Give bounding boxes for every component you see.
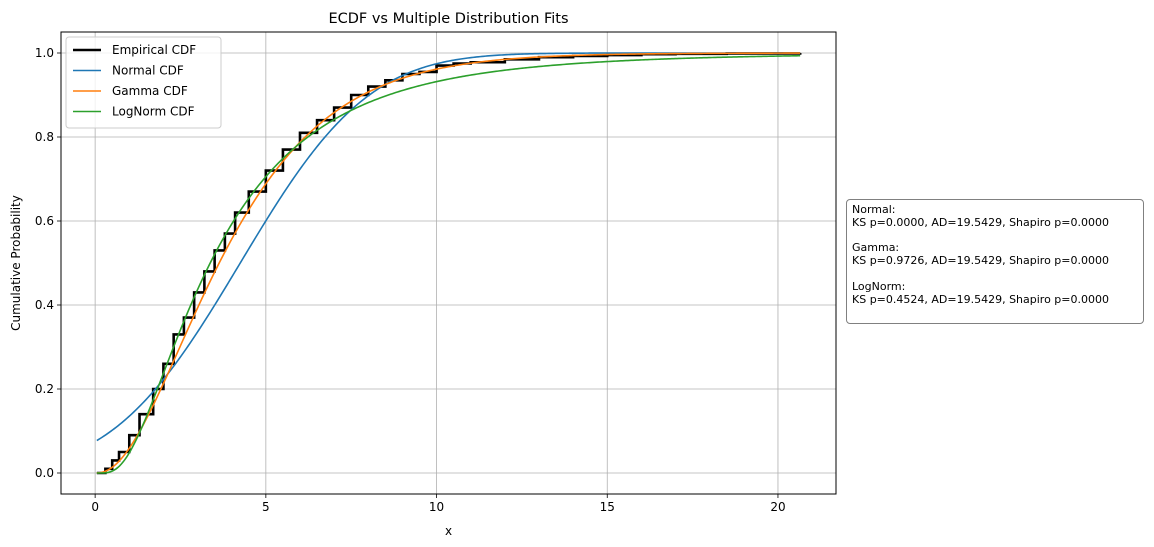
stats-lognorm-heading: LogNorm: xyxy=(852,279,906,293)
legend-label-0: Empirical CDF xyxy=(112,43,196,57)
stats-lognorm-line: KS p=0.4524, AD=19.5429, Shapiro p=0.000… xyxy=(852,292,1109,306)
stats-gamma: Gamma: KS p=0.9726, AD=19.5429, Shapiro … xyxy=(852,242,1138,268)
y-tick-label: 1.0 xyxy=(35,46,54,60)
legend-label-1: Normal CDF xyxy=(112,64,184,78)
x-axis-label: x xyxy=(445,524,452,538)
y-tick-label: 0.0 xyxy=(35,466,54,480)
y-tick-label: 0.2 xyxy=(35,382,54,396)
series-group xyxy=(96,52,802,475)
stats-gamma-heading: Gamma: xyxy=(852,241,900,255)
stats-normal-line: KS p=0.0000, AD=19.5429, Shapiro p=0.000… xyxy=(852,215,1109,229)
ticks: 0 5 10 15 20 0.0 0.2 0.4 0.6 0.8 1.0 xyxy=(35,46,786,514)
legend-label-3: LogNorm CDF xyxy=(112,105,195,119)
series-line-2 xyxy=(96,52,801,474)
plot-frame xyxy=(60,31,837,495)
legend: Empirical CDF Normal CDF Gamma CDF LogNorm … xyxy=(65,36,222,129)
fit-statistics-box: Normal: KS p=0.0000, AD=19.5429, Shapiro… xyxy=(846,199,1144,324)
stats-lognorm: LogNorm: KS p=0.4524, AD=19.5429, Shapir… xyxy=(852,279,1138,307)
x-tick-label: 5 xyxy=(262,500,270,514)
stats-gamma-line: KS p=0.9726, AD=19.5429, Shapiro p=0.000… xyxy=(852,254,1109,268)
y-tick-label: 0.4 xyxy=(35,298,54,312)
y-axis-label: Cumulative Probability xyxy=(9,195,23,331)
x-tick-label: 0 xyxy=(91,500,99,514)
stats-normal-heading: Normal: xyxy=(852,203,896,216)
legend-box xyxy=(65,36,222,129)
x-tick-label: 15 xyxy=(600,500,615,514)
chart-title: ECDF vs Multiple Distribution Fits xyxy=(328,11,568,27)
legend-label-2: Gamma CDF xyxy=(112,84,188,98)
stats-normal: Normal: KS p=0.0000, AD=19.5429, Shapiro… xyxy=(852,203,1138,230)
y-tick-label: 0.8 xyxy=(35,130,54,144)
y-tick-label: 0.6 xyxy=(35,214,54,228)
series-line-3 xyxy=(96,54,801,474)
x-tick-label: 20 xyxy=(770,500,785,514)
x-tick-label: 10 xyxy=(429,500,444,514)
